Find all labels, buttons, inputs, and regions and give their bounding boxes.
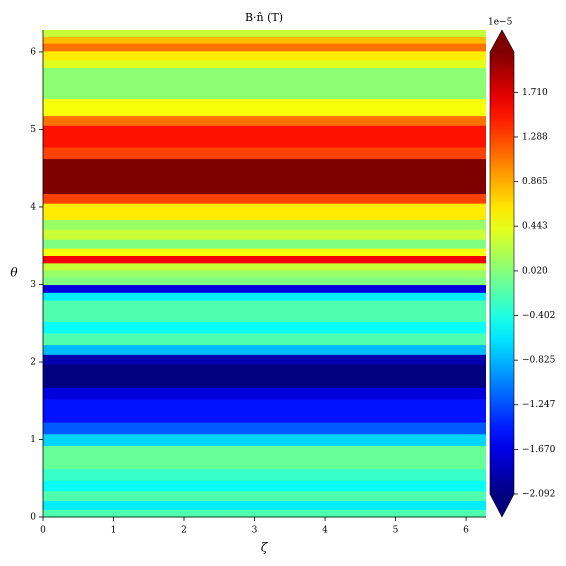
heat-band: [43, 321, 486, 334]
heat-band: [43, 88, 486, 100]
heat-band: [43, 262, 486, 271]
heat-band: [43, 490, 486, 501]
y-tick-label: 0: [30, 513, 36, 523]
heat-band: [43, 344, 486, 355]
colorbar-tick-label: 1.288: [522, 132, 548, 142]
heat-band: [43, 170, 486, 183]
chart-title: B·n̂ (T): [245, 11, 283, 24]
heat-band: [43, 456, 486, 470]
heat-band: [43, 500, 486, 510]
heat-band: [43, 181, 486, 194]
x-tick-label: 2: [181, 526, 187, 536]
colorbar-tick-label: 1.710: [522, 88, 548, 98]
colorbar-extend-top: [490, 30, 514, 52]
colorbar-tick-label: −1.670: [522, 445, 556, 455]
heat-band: [43, 309, 486, 322]
heat-band: [43, 50, 486, 61]
heat-band: [43, 410, 486, 423]
heat-band: [43, 98, 486, 107]
heat-band: [43, 398, 486, 412]
heat-band: [43, 292, 486, 301]
heat-band: [43, 387, 486, 400]
y-tick-label: 5: [30, 125, 36, 135]
y-tick-label: 6: [30, 47, 36, 57]
x-tick-label: 6: [463, 526, 469, 536]
heat-band: [43, 354, 486, 365]
heat-band: [43, 363, 486, 377]
heat-band: [43, 375, 486, 388]
colorbar-tick-label: 0.443: [522, 222, 548, 232]
heat-band: [43, 332, 486, 346]
colorbar-extend-bottom: [490, 494, 514, 517]
heat-band: [43, 59, 486, 69]
colorbar-offset: 1e−5: [488, 18, 513, 28]
y-tick-label: 2: [30, 357, 36, 367]
heat-band: [43, 468, 486, 481]
heat-band: [43, 193, 486, 204]
y-tick-label: 3: [30, 280, 36, 290]
heat-band: [43, 125, 486, 136]
heat-band: [43, 210, 486, 220]
heat-band: [43, 115, 486, 126]
heat-band: [43, 43, 486, 52]
y-axis-label: θ: [10, 266, 18, 280]
x-tick-label: 1: [111, 526, 117, 536]
heat-band: [43, 284, 486, 293]
heat-band: [43, 36, 486, 44]
x-tick-label: 4: [322, 526, 328, 536]
heat-band: [43, 445, 486, 458]
heat-band: [43, 480, 486, 492]
y-tick-label: 1: [30, 435, 36, 445]
colorbar-tick-label: 0.020: [522, 266, 548, 276]
heat-band: [43, 203, 486, 212]
x-axis-label: ζ: [261, 541, 269, 555]
heat-band: [43, 433, 486, 446]
heat-band: [43, 239, 486, 249]
heat-band: [43, 67, 486, 78]
colorbar-tick-label: −1.247: [522, 400, 556, 410]
heat-band: [43, 135, 486, 148]
colorbar: [490, 52, 514, 494]
heat-band: [43, 77, 486, 90]
colorbar-tick-label: −0.825: [522, 356, 556, 366]
heat-band: [43, 299, 486, 311]
x-tick-label: 0: [40, 526, 46, 536]
colorbar-tick-label: −2.092: [522, 490, 555, 500]
x-tick-label: 3: [252, 526, 258, 536]
heat-band: [43, 30, 486, 38]
heat-band: [43, 248, 486, 257]
heat-band: [43, 269, 486, 278]
colorbar-tick-label: 0.865: [522, 177, 548, 187]
colorbar-tick-label: −0.402: [522, 311, 555, 321]
heat-band: [43, 219, 486, 230]
heat-band: [43, 229, 486, 240]
heat-band: [43, 255, 486, 264]
heat-band: [43, 422, 486, 435]
x-tick-label: 5: [393, 526, 399, 536]
heat-band: [43, 146, 486, 160]
heat-band: [43, 158, 486, 171]
heat-band: [43, 276, 486, 286]
heat-band: [43, 106, 486, 117]
y-tick-label: 4: [30, 202, 36, 212]
heat-band: [43, 509, 486, 518]
